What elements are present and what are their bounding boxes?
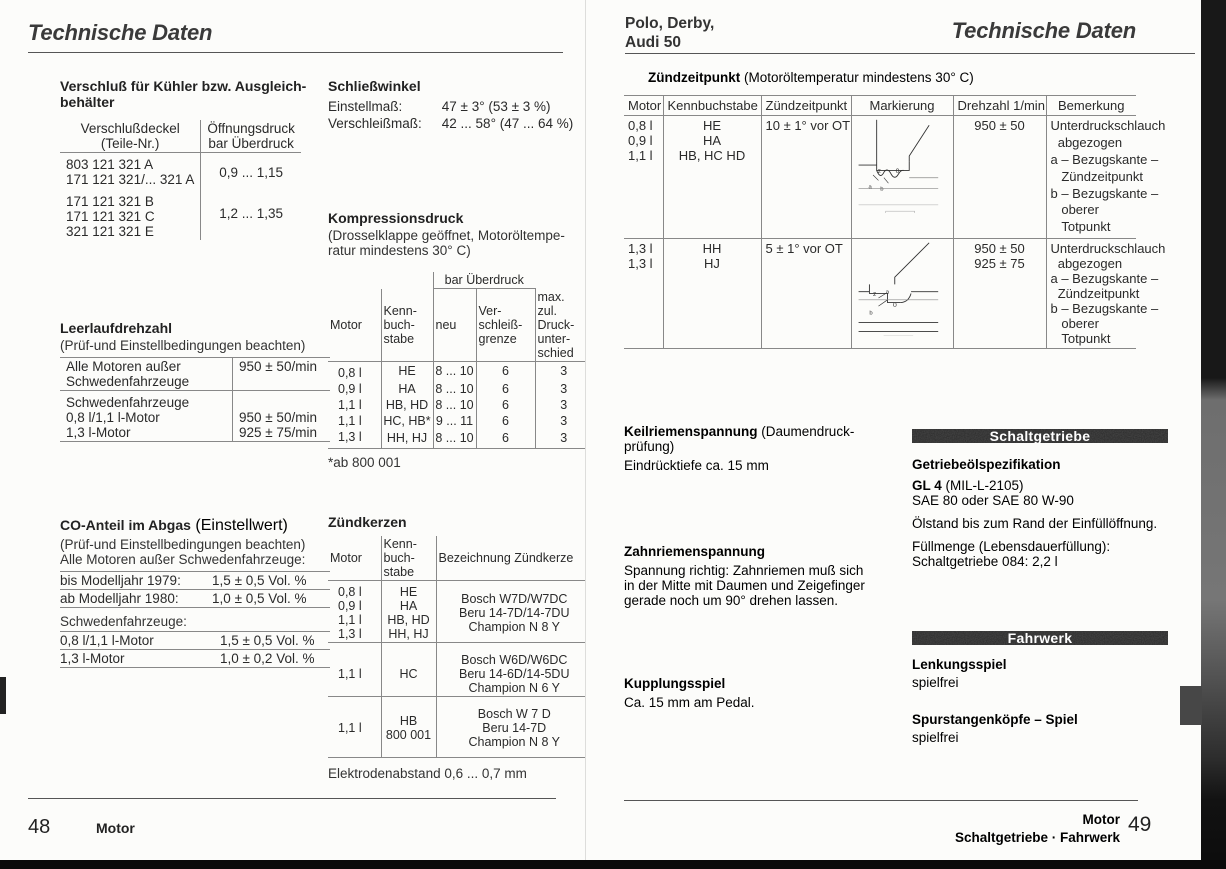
svg-text:b: b [880, 186, 884, 192]
svg-text:a: a [869, 185, 873, 191]
svg-text:a: a [886, 290, 890, 296]
svg-text:b: b [869, 311, 873, 317]
svg-text:z: z [873, 291, 877, 298]
svg-text:z: z [878, 168, 882, 175]
svg-text:0: 0 [896, 168, 900, 175]
svg-text:0: 0 [893, 302, 897, 309]
